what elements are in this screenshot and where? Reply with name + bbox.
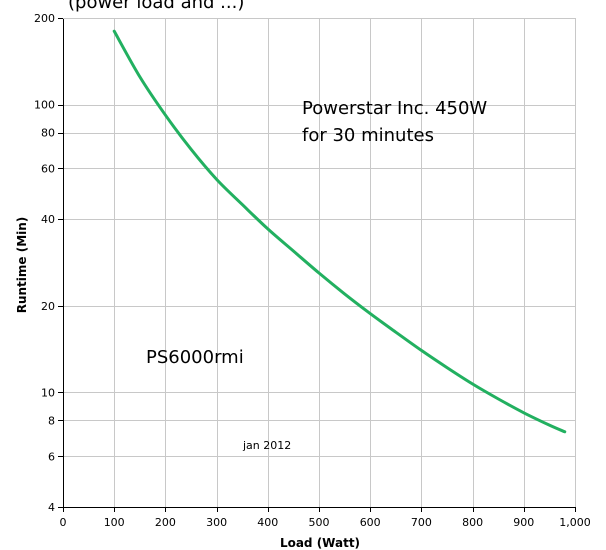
x-tick-label: 1,000 [559,516,591,529]
annotation-model-label: PS6000rmi [146,347,244,368]
x-tick-label: 300 [206,516,227,529]
axes [63,18,576,508]
x-tick-label: 0 [60,516,67,529]
y-tick-label: 20 [41,300,55,313]
y-tick-label: 200 [34,12,55,25]
y-tick-label: 6 [48,450,55,463]
x-tick-label: 900 [513,516,534,529]
y-tick-label: 80 [41,127,55,140]
x-tick-label: 500 [309,516,330,529]
y-tick-label: 40 [41,213,55,226]
x-axis-ticks: 0 100 200 300 400 500 600 700 800 900 1,000 [60,507,591,529]
series-layer [112,29,567,434]
x-axis-title: Load (Watt) [280,536,360,550]
x-tick-label: 200 [155,516,176,529]
annotation-title-line1: Powerstar Inc. 450W [302,98,487,119]
annotation-title-line2: for 30 minutes [302,125,434,146]
y-axis-ticks: 4 6 8 10 20 40 60 80 100 200 [34,12,63,514]
y-axis-title: Runtime (Min) [15,217,29,314]
y-tick-label: 8 [48,414,55,427]
x-tick-label: 700 [411,516,432,529]
y-tick-label: 100 [34,99,55,112]
y-tick-label: 4 [48,501,55,514]
top-cut-text: (power load and ...) [68,0,244,13]
y-tick-label: 10 [41,386,55,399]
grid [63,18,576,508]
x-tick-label: 100 [104,516,125,529]
x-tick-label: 600 [360,516,381,529]
x-tick-label: 800 [462,516,483,529]
y-tick-label: 60 [41,162,55,175]
runtime-series-line [112,29,567,434]
annotation-date-label: jan 2012 [242,439,291,452]
x-tick-label: 400 [257,516,278,529]
